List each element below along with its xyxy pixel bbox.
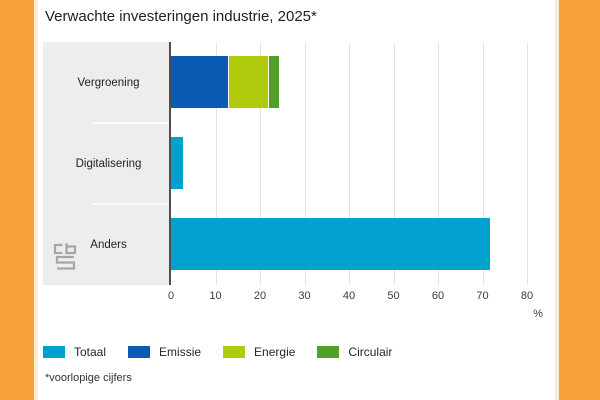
bar-row-digitalisering: [171, 123, 551, 204]
right-orange-band-soft: [555, 0, 559, 400]
legend-label-emissie: Emissie: [159, 345, 202, 359]
gridline-20: [260, 42, 261, 285]
bar-energie-vergroening: [228, 56, 268, 108]
gridline-60: [438, 42, 439, 285]
legend-item-circulair: Circulair: [317, 345, 392, 359]
panel-divider: [93, 203, 170, 205]
left-orange-band-soft: [34, 0, 38, 400]
gridline-80: [527, 42, 528, 285]
category-label-digitalisering: Digitalisering: [75, 157, 142, 170]
x-tick-70: 70: [476, 290, 489, 302]
panel-divider: [93, 122, 170, 124]
bar-row-anders: [171, 204, 551, 285]
x-tick-0: 0: [167, 290, 175, 302]
x-axis-unit-label: %: [533, 308, 543, 320]
bar-totaal-anders: [171, 218, 491, 270]
x-tick-30: 30: [298, 290, 311, 302]
bar-emissie-vergroening: [171, 56, 228, 108]
cbs-logo-icon: [52, 242, 78, 277]
bar-totaal-digitalisering: [171, 137, 184, 189]
legend-label-totaal: Totaal: [74, 345, 107, 359]
x-tick-80: 80: [520, 290, 534, 302]
category-label-anders: Anders: [90, 238, 127, 251]
legend-item-totaal: Totaal: [43, 345, 106, 359]
legend-swatch-emissie: [128, 346, 151, 358]
chart-title: Verwachte investeringen industrie, 2025*: [45, 8, 317, 25]
y-axis-line: [169, 42, 171, 285]
x-tick-40: 40: [342, 290, 356, 302]
gridline-10: [215, 42, 217, 285]
gridline-30: [304, 42, 306, 285]
footnote: *voorlopige cijfers: [45, 372, 132, 384]
gridline-40: [349, 42, 350, 285]
legend-swatch-totaal: [43, 346, 65, 358]
legend-label-circulair: Circulair: [348, 345, 393, 359]
x-tick-50: 50: [387, 290, 400, 302]
right-orange-band: [559, 0, 600, 400]
category-label-panel: Vergroening Digitalisering Anders: [43, 42, 170, 285]
x-tick-60: 60: [431, 290, 445, 302]
legend-item-energie: Energie: [223, 345, 295, 359]
x-tick-10: 10: [209, 290, 222, 302]
left-orange-band: [0, 0, 34, 400]
legend: Totaal Emissie Energie Circulair: [43, 345, 392, 359]
x-tick-20: 20: [253, 290, 267, 302]
legend-item-emissie: Emissie: [128, 345, 201, 359]
gridline-50: [393, 42, 395, 285]
bar-row-vergroening: [171, 42, 551, 123]
bar-circulair-vergroening: [268, 56, 280, 108]
category-label-vergroening: Vergroening: [77, 76, 140, 89]
gridline-70: [482, 42, 484, 285]
legend-swatch-circulair: [317, 346, 340, 358]
legend-label-energie: Energie: [254, 345, 296, 359]
plot-area: 0 10 20 30 40 50 60 70 80 %: [168, 42, 551, 320]
legend-swatch-energie: [223, 346, 246, 358]
